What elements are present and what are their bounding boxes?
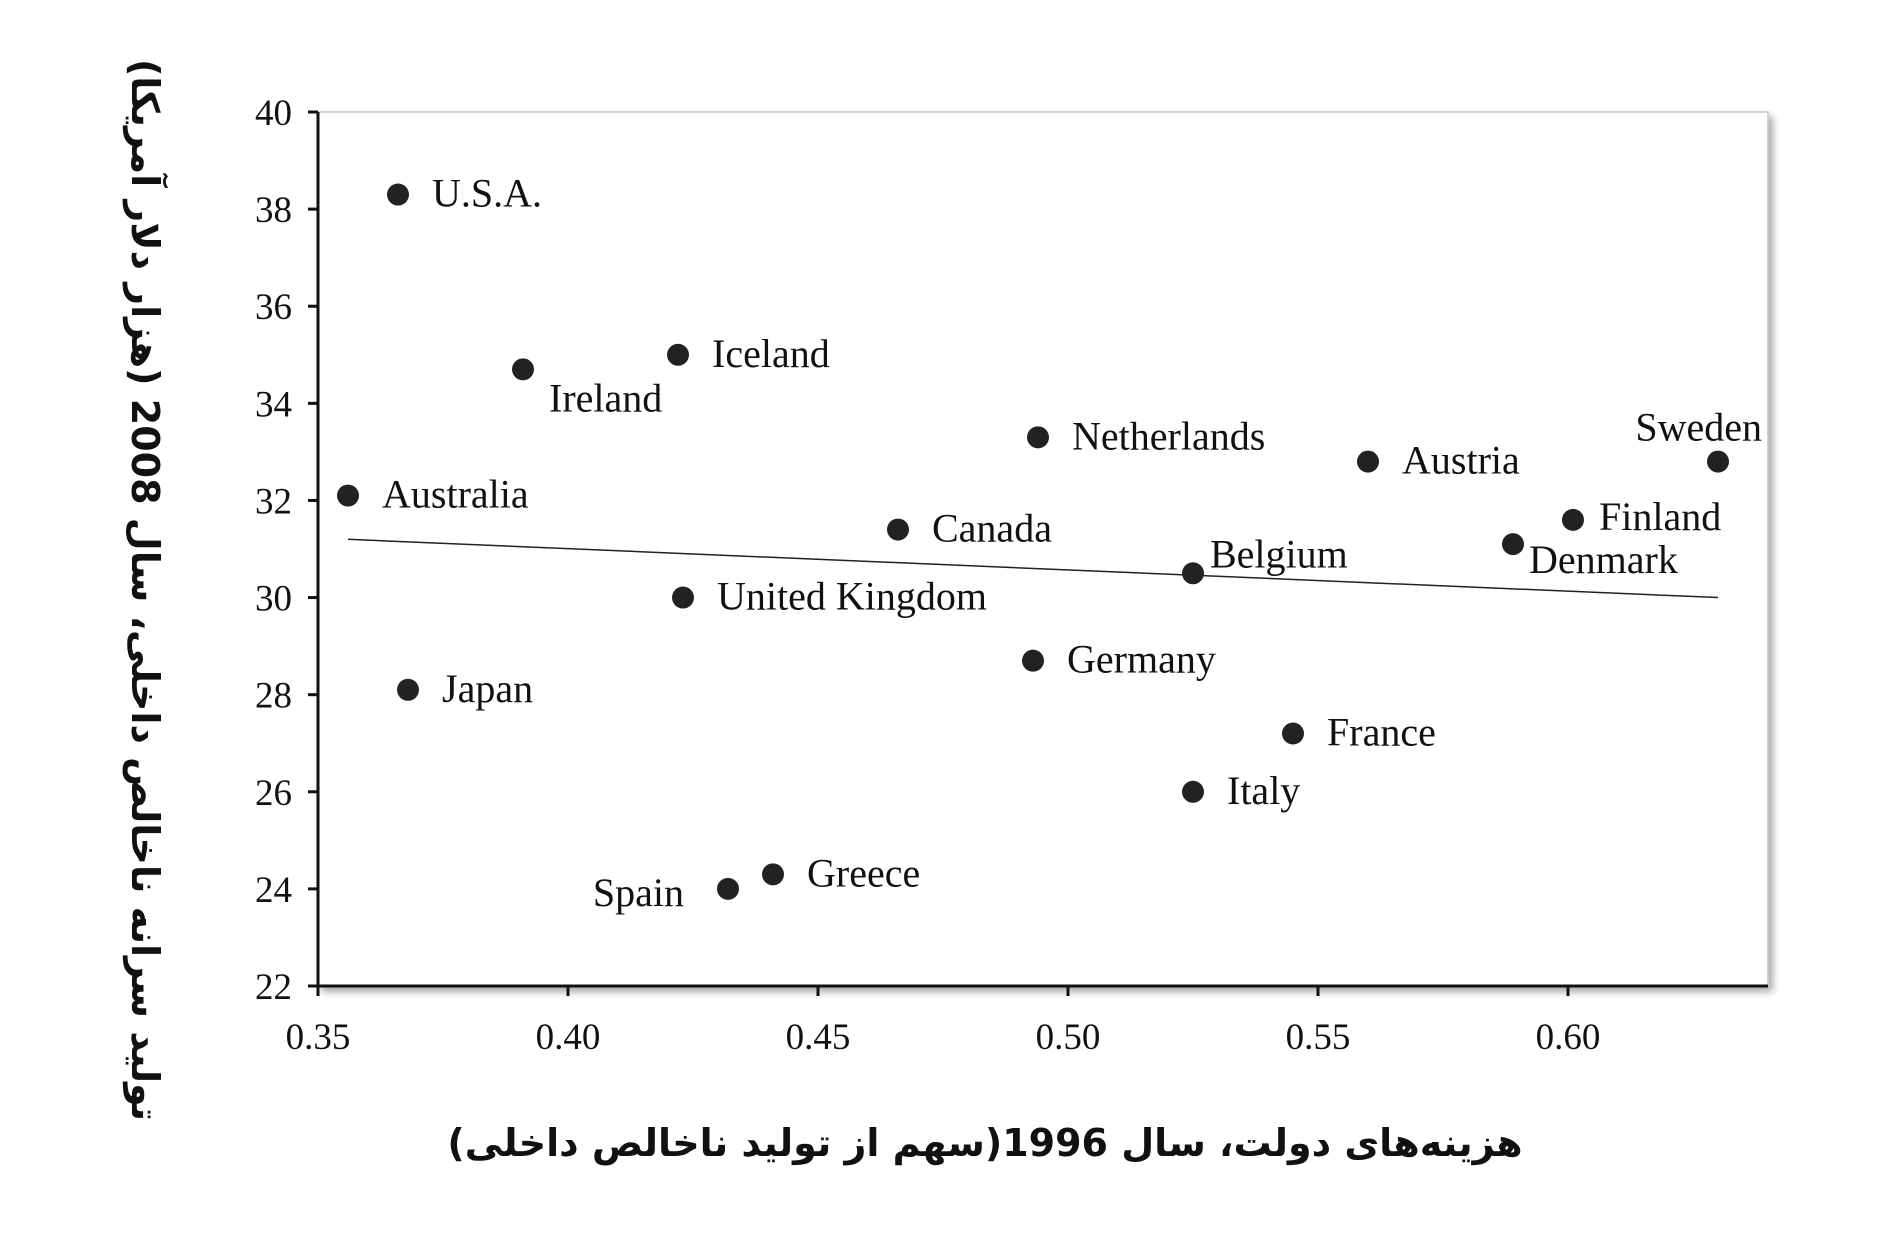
- data-point: [667, 343, 689, 366]
- trendline: [347, 538, 1719, 599]
- data-point: [717, 877, 739, 900]
- y-tick-label: 38: [255, 190, 292, 231]
- data-point: [337, 484, 359, 507]
- x-tick-label: 0.55: [1286, 1017, 1351, 1058]
- data-point-label: Greece: [807, 850, 920, 895]
- data-point-label: U.S.A.: [432, 171, 542, 216]
- data-point: [1502, 533, 1524, 556]
- data-point-label: Austria: [1402, 438, 1520, 483]
- data-points-layer: [337, 183, 1729, 900]
- data-point-label: Spain: [593, 870, 684, 915]
- data-point-label: Iceland: [712, 331, 830, 376]
- y-tick-label: 32: [255, 481, 292, 522]
- data-point: [512, 358, 534, 381]
- y-tick-label: 30: [255, 579, 292, 620]
- data-point-label: Italy: [1227, 768, 1300, 813]
- x-tick-label: 0.60: [1536, 1017, 1601, 1058]
- data-point-label: France: [1327, 710, 1436, 755]
- data-point-label: Canada: [932, 506, 1052, 551]
- y-tick-label: 36: [255, 287, 292, 328]
- point-labels-layer: U.S.A. Iceland Ireland Netherlands Austria Sw…: [382, 171, 1762, 915]
- x-tick-label: 0.50: [1036, 1017, 1101, 1058]
- data-point-label: Germany: [1067, 637, 1216, 682]
- trendline-layer: [347, 538, 1719, 599]
- x-axis-ticks: 0.35 0.40 0.45 0.50 0.55 0.60: [286, 986, 1601, 1058]
- y-tick-label: 40: [255, 93, 292, 134]
- data-point: [1022, 649, 1044, 672]
- y-tick-label: 26: [255, 773, 292, 814]
- x-tick-label: 0.35: [286, 1017, 351, 1058]
- data-point-label: Australia: [382, 472, 529, 517]
- data-point-label: Ireland: [549, 375, 662, 420]
- data-point: [1357, 450, 1379, 473]
- x-axis-title: هزینه‌های دولت، سال 1996(سهم از تولید نا…: [447, 1121, 1522, 1166]
- data-point: [887, 518, 909, 541]
- data-point-label: Denmark: [1529, 537, 1678, 582]
- data-point-label: Belgium: [1210, 531, 1348, 576]
- data-point: [762, 863, 784, 886]
- y-tick-label: 22: [255, 967, 292, 1008]
- x-tick-label: 0.40: [536, 1017, 601, 1058]
- data-point: [1182, 562, 1204, 585]
- data-point-label: Netherlands: [1072, 413, 1265, 458]
- y-tick-label: 24: [255, 870, 292, 911]
- data-point: [672, 586, 694, 609]
- data-point: [1707, 450, 1729, 473]
- x-tick-label: 0.45: [786, 1017, 851, 1058]
- y-axis-title: تولید سرانه ناخالص داخلی، سال 2008 (هزار…: [123, 59, 169, 1121]
- data-point-label: Finland: [1599, 494, 1721, 539]
- y-tick-label: 28: [255, 676, 292, 717]
- data-point-label: United Kingdom: [717, 574, 987, 619]
- y-axis-ticks: 22 24 26 28 30 32 34 36 38 40: [255, 93, 318, 1008]
- data-point-label: Japan: [442, 666, 533, 711]
- data-point: [1282, 722, 1304, 745]
- data-point: [1027, 426, 1049, 449]
- data-point: [1182, 780, 1204, 803]
- data-point: [387, 183, 409, 206]
- data-point: [397, 678, 419, 701]
- data-point: [1562, 508, 1584, 531]
- y-tick-label: 34: [255, 384, 292, 425]
- data-point-label: Sweden: [1635, 405, 1762, 450]
